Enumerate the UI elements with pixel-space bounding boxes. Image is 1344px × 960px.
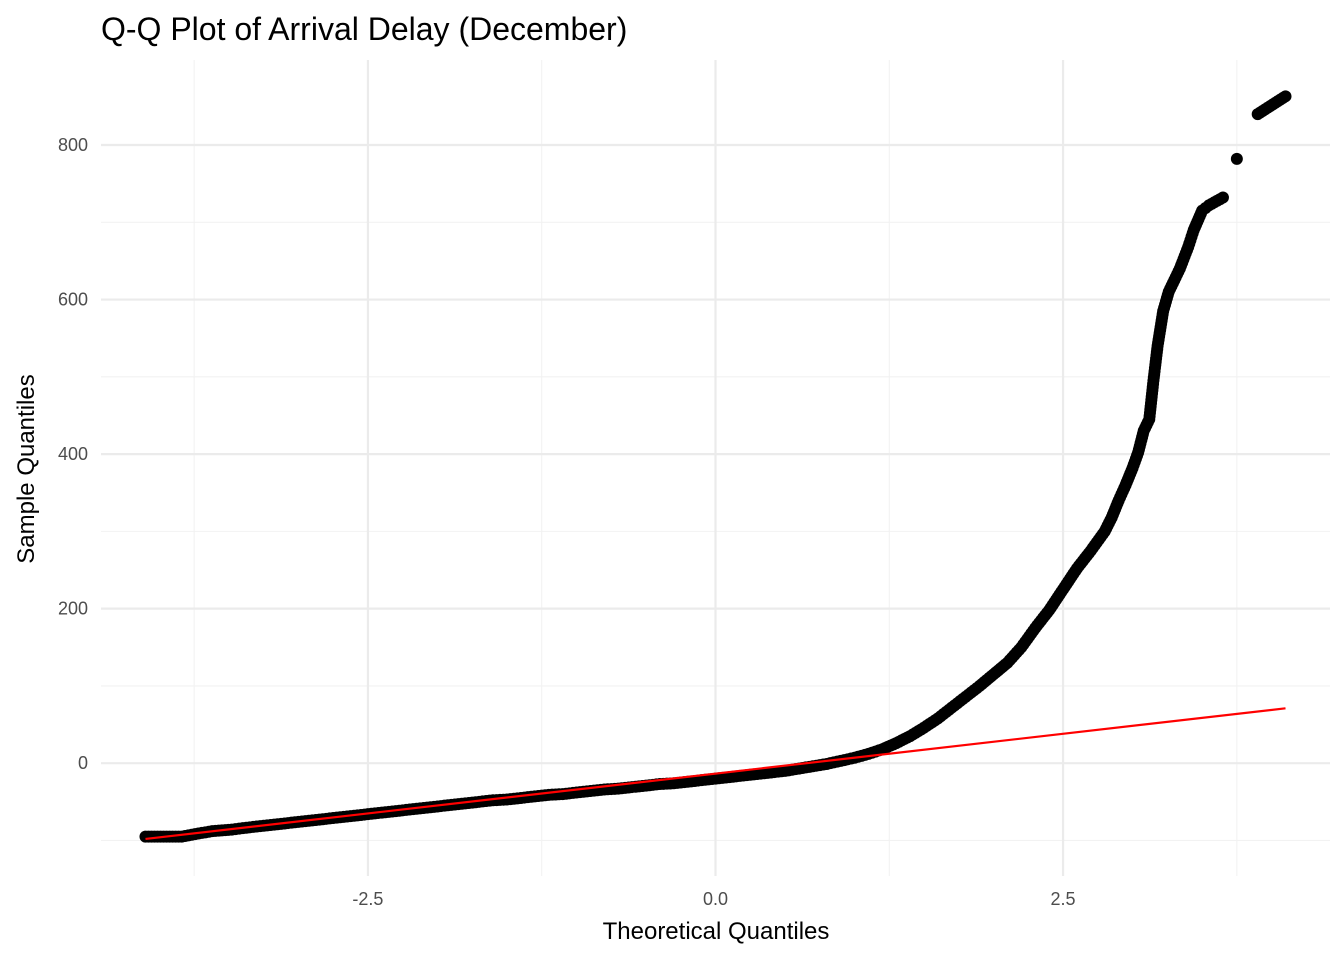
y-tick-label: 400	[58, 444, 88, 464]
chart-title: Q-Q Plot of Arrival Delay (December)	[101, 11, 627, 47]
sample-points	[139, 90, 1292, 843]
y-tick-label: 600	[58, 290, 88, 310]
data-point	[1276, 91, 1289, 104]
y-tick-label: 800	[58, 135, 88, 155]
grid	[101, 60, 1330, 876]
x-tick-label: 2.5	[1051, 889, 1076, 909]
y-tick-label: 200	[58, 599, 88, 619]
x-axis-ticks: -2.5 0.0 2.5	[352, 889, 1075, 909]
reference-line	[145, 707, 1286, 841]
data-point	[1230, 152, 1243, 165]
x-tick-label: 0.0	[703, 889, 728, 909]
x-tick-label: -2.5	[352, 889, 383, 909]
data-point	[1214, 193, 1227, 206]
y-axis-ticks: 0 200 400 600 800	[58, 135, 88, 773]
x-axis-title: Theoretical Quantiles	[603, 918, 830, 945]
y-tick-label: 0	[78, 753, 88, 773]
y-axis-title: Sample Quantiles	[13, 374, 40, 563]
